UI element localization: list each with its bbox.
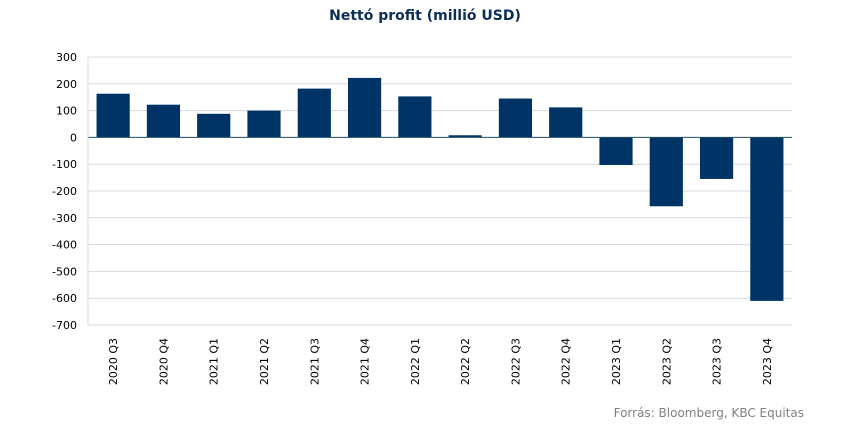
y-tick-label: -300 bbox=[52, 212, 77, 225]
bar bbox=[197, 113, 231, 138]
bar bbox=[549, 107, 583, 138]
bar bbox=[146, 104, 181, 138]
y-tick-label: 200 bbox=[56, 78, 77, 91]
axes bbox=[87, 57, 792, 325]
x-tick-label: 2022 Q1 bbox=[409, 338, 422, 385]
bar bbox=[96, 93, 130, 138]
bar bbox=[448, 135, 482, 138]
chart-title: Nettó profit (millió USD) bbox=[329, 8, 521, 24]
y-tick-label: -700 bbox=[52, 319, 77, 332]
y-tick-label: -400 bbox=[52, 239, 77, 252]
bars bbox=[96, 77, 784, 301]
bar bbox=[699, 137, 734, 179]
x-tick-label: 2021 Q2 bbox=[258, 338, 271, 385]
x-tick-label: 2022 Q2 bbox=[459, 338, 472, 385]
x-tick-label: 2023 Q1 bbox=[610, 338, 623, 385]
x-tick-label: 2023 Q2 bbox=[660, 338, 673, 385]
bar bbox=[347, 77, 382, 138]
x-tick-label: 2022 Q4 bbox=[560, 338, 573, 385]
bar bbox=[599, 137, 633, 166]
x-tick-label: 2020 Q3 bbox=[107, 338, 120, 385]
bar bbox=[649, 137, 683, 207]
y-tick-labels: 300 200 100 0 -100 -200 -300 -400 -500 -600 -700 bbox=[52, 51, 77, 332]
y-tick-label: 0 bbox=[70, 131, 77, 144]
bar bbox=[297, 88, 331, 138]
source-note: Forrás: Bloomberg, KBC Equitas bbox=[613, 406, 804, 420]
bar bbox=[498, 98, 533, 138]
x-tick-label: 2020 Q4 bbox=[157, 338, 170, 385]
x-tick-label: 2022 Q3 bbox=[509, 338, 522, 385]
bar bbox=[750, 137, 784, 301]
bar bbox=[398, 96, 432, 138]
x-tick-label: 2023 Q4 bbox=[761, 338, 774, 385]
y-tick-label: -200 bbox=[52, 185, 77, 198]
x-tick-label: 2023 Q3 bbox=[711, 338, 724, 385]
y-tick-label: 100 bbox=[56, 105, 77, 118]
x-tick-label: 2021 Q3 bbox=[308, 338, 321, 385]
y-tick-label: -600 bbox=[52, 292, 77, 305]
x-tick-labels: 2020 Q3 2020 Q4 2021 Q1 2021 Q2 2021 Q3 2021 … bbox=[107, 338, 774, 385]
x-tick-label: 2021 Q1 bbox=[208, 338, 221, 385]
x-tick-label: 2021 Q4 bbox=[359, 338, 372, 385]
y-tick-label: -500 bbox=[52, 265, 77, 278]
bar bbox=[247, 110, 281, 138]
y-tick-label: 300 bbox=[56, 51, 77, 64]
y-tick-label: -100 bbox=[52, 158, 77, 171]
gridlines bbox=[88, 56, 792, 326]
